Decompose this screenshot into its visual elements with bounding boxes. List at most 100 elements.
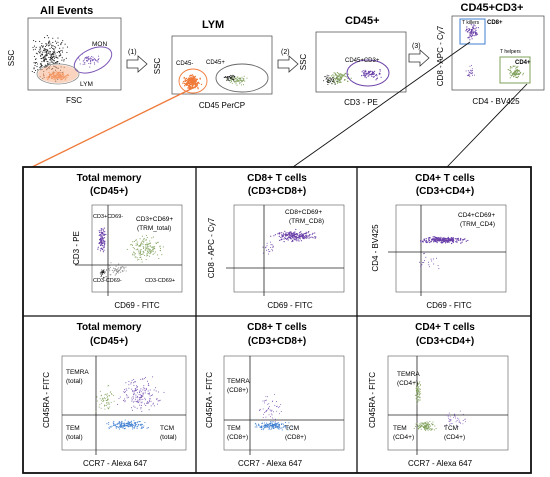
- event-dot: [329, 80, 331, 82]
- event-dot: [337, 81, 339, 83]
- event-dot: [445, 424, 447, 426]
- event-dot: [88, 58, 90, 60]
- event-dot: [229, 80, 230, 82]
- event-dot: [263, 413, 265, 415]
- event-dot: [122, 271, 124, 273]
- event-dot: [157, 241, 159, 243]
- event-dot: [513, 74, 515, 76]
- event-dot: [101, 243, 104, 245]
- event-dot: [91, 58, 93, 60]
- event-dot: [312, 232, 314, 234]
- event-dot: [130, 244, 132, 246]
- event-dot: [447, 238, 449, 241]
- event-dot: [365, 74, 367, 76]
- event-dot: [416, 399, 418, 401]
- event-dot: [421, 422, 423, 424]
- event-dot: [61, 49, 63, 51]
- event-dot: [127, 422, 129, 424]
- event-dot: [146, 242, 148, 244]
- event-dot: [140, 402, 142, 404]
- event-dot: [298, 235, 300, 237]
- event-dot: [55, 42, 58, 44]
- event-dot: [45, 43, 47, 45]
- event-dot: [326, 77, 327, 79]
- event-dot: [461, 239, 464, 241]
- event-dot: [49, 59, 51, 61]
- event-dot: [134, 425, 136, 427]
- event-dot: [113, 267, 115, 269]
- temra-label: TEMRA: [397, 371, 420, 378]
- event-dot: [374, 70, 376, 72]
- event-dot: [102, 273, 104, 275]
- event-dot: [101, 274, 102, 276]
- event-dot: [114, 269, 116, 271]
- event-dot: [293, 232, 295, 234]
- event-dot: [334, 77, 336, 80]
- event-dot: [109, 270, 111, 272]
- event-dot: [299, 231, 301, 234]
- cell-title: CD8+ T cells: [247, 322, 307, 333]
- event-dot: [188, 83, 191, 85]
- event-dot: [267, 403, 269, 405]
- tcm-label: TCM: [444, 425, 458, 432]
- event-dot: [280, 427, 282, 429]
- event-dot: [146, 427, 148, 429]
- event-dot: [314, 237, 316, 239]
- event-dot: [416, 390, 418, 392]
- event-dot: [119, 268, 121, 270]
- event-dot: [428, 266, 430, 268]
- event-dot: [131, 379, 133, 381]
- event-dot: [44, 48, 46, 50]
- event-dot: [133, 425, 135, 427]
- event-dot: [326, 80, 328, 82]
- event-dot: [336, 77, 338, 79]
- event-dot: [188, 77, 190, 79]
- step-arrow-3: (3): [408, 43, 430, 67]
- tcm-label-2: (CD8+): [285, 434, 306, 441]
- event-dot: [103, 233, 105, 235]
- cell-subtitle: (CD3+CD4+): [416, 186, 474, 197]
- event-dot: [153, 389, 155, 391]
- event-dot: [231, 76, 233, 78]
- event-dot: [264, 400, 265, 402]
- event-dot: [475, 29, 477, 31]
- cell-title: CD8+ T cells: [247, 173, 307, 184]
- event-dot: [138, 421, 140, 423]
- event-dot: [235, 83, 237, 85]
- event-dot: [133, 390, 135, 392]
- cell-title: Total memory: [77, 322, 142, 333]
- event-dot: [262, 246, 264, 248]
- event-dot: [110, 391, 112, 393]
- event-dot: [109, 406, 111, 408]
- event-dot: [114, 424, 116, 426]
- tcm-label: TCM: [160, 425, 174, 432]
- event-dot: [118, 425, 121, 427]
- event-dot: [423, 239, 426, 241]
- event-dot: [292, 233, 294, 235]
- event-dot: [33, 71, 35, 74]
- event-dot: [131, 426, 133, 428]
- event-dot: [133, 393, 135, 395]
- event-dot: [137, 395, 138, 397]
- event-dot: [143, 385, 145, 387]
- event-dot: [143, 378, 145, 380]
- event-dot: [139, 404, 141, 406]
- event-dot: [440, 236, 442, 239]
- event-dot: [106, 423, 108, 425]
- event-dot: [259, 410, 261, 412]
- event-dot: [520, 71, 522, 74]
- event-dot: [134, 423, 136, 425]
- event-dot: [434, 238, 436, 241]
- event-dot: [276, 401, 277, 402]
- cd45cd3-ylabel: CD8 - APC - Cy7: [436, 25, 445, 86]
- event-dot: [112, 264, 114, 266]
- event-dot: [44, 57, 46, 59]
- event-dot: [139, 244, 141, 247]
- t-helpers-label: T helpers: [500, 49, 521, 55]
- event-dot: [379, 68, 381, 71]
- event-dot: [53, 50, 55, 52]
- event-dot: [103, 246, 105, 248]
- event-dot: [185, 80, 188, 82]
- event-dot: [350, 77, 352, 79]
- event-dot: [191, 84, 193, 86]
